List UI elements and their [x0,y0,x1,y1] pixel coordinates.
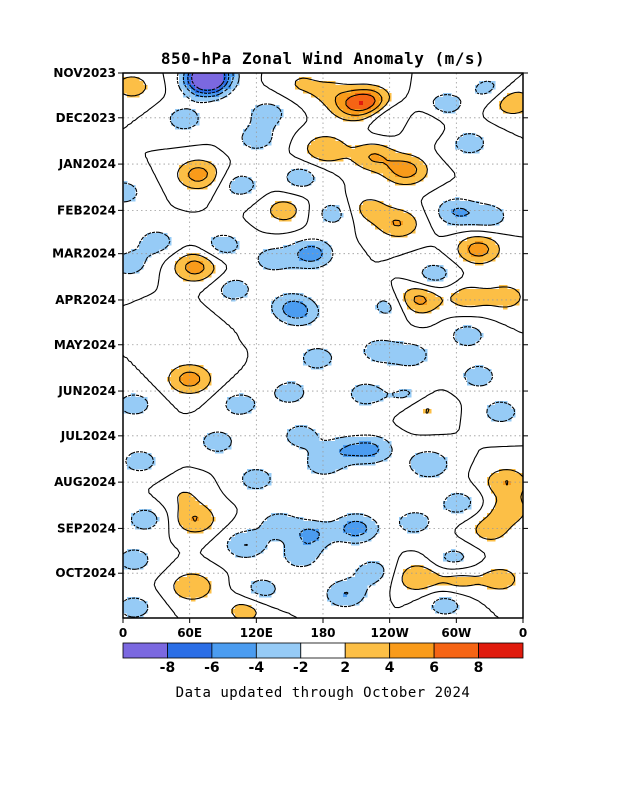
contour-line [187,73,230,94]
x-tick-label: 120E [240,626,273,640]
y-axis: NOV2023 DEC2023 JAN2024 FEB2024 MAR2024 APR20… [52,66,528,580]
x-tick-label: 60E [177,626,202,640]
x-tick-label: 0 [119,626,127,640]
y-tick-label: JAN2024 [58,157,116,171]
colorbar-label: -8 [160,660,176,676]
contour-line [191,73,226,91]
contour-line [345,93,376,112]
colorbar-swatch [211,642,257,659]
grid-lines [123,73,523,618]
x-tick-label: 60W [441,626,471,640]
contour-line [179,89,509,522]
colorbar-swatch [122,642,168,659]
y-tick-label: DEC2023 [56,111,116,125]
contour-lines [123,73,523,618]
colorbar-label: 2 [340,660,350,676]
contour-line [123,76,523,618]
y-tick-label: MAR2024 [52,247,116,261]
y-tick-label: OCT2024 [55,566,116,580]
colorbar-swatch [433,642,479,659]
colorbar-swatch [167,642,213,659]
y-tick-label: NOV2023 [53,66,116,80]
colorbar-swatch [344,642,391,659]
anomaly-field [123,73,523,618]
colorbar-swatch [300,642,346,659]
x-axis: 0 60E 120E 180 120W 60W 0 [119,618,527,640]
y-tick-label: MAY2024 [54,338,116,352]
x-tick-label: 120W [371,626,409,640]
contour-line [182,73,470,595]
colorbar-swatch [255,642,302,659]
y-tick-label: JUN2024 [57,384,116,398]
colorbar-label: 4 [385,660,395,676]
y-tick-label: JUL2024 [60,429,116,443]
colorbar: -8 -6 -4 -2 2 4 6 8 [122,642,524,676]
y-tick-label: SEP2024 [57,521,116,535]
chart-title: 850-hPa Zonal Wind Anomaly (m/s) [161,49,485,68]
colorbar-swatch [389,642,435,659]
colorbar-label: 6 [429,660,439,676]
colorbar-label: -4 [249,660,265,676]
colorbar-label: -2 [293,660,309,676]
x-tick-label: 180 [310,626,335,640]
x-tick-label: 0 [519,626,527,640]
colorbar-label: 8 [474,660,484,676]
y-tick-label: AUG2024 [54,475,116,489]
y-tick-label: APR2024 [55,293,116,307]
contour-line [123,73,516,618]
colorbar-swatch [478,642,524,659]
y-tick-label: FEB2024 [57,203,116,217]
colorbar-label: -6 [204,660,220,676]
footer-note: Data updated through October 2024 [176,685,471,701]
